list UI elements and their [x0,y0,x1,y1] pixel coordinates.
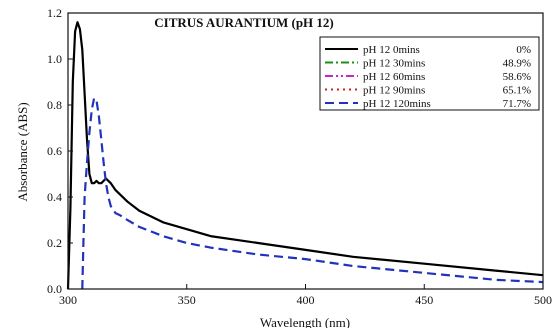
legend-box [319,36,540,111]
legend-degradation: 48.9% [503,58,531,70]
x-tick-label: 450 [415,293,433,307]
legend-degradation: 58.6% [503,71,531,83]
y-tick-label: 0.2 [47,236,62,250]
plot-area [66,21,544,290]
x-tick-label: 500 [534,293,552,307]
x-tick-label: 350 [178,293,196,307]
legend-degradation: 65.1% [503,85,531,97]
legend-series-name: pH 12 0mins [363,44,420,56]
chart-title: CITRUS AURANTIUM (pH 12) [154,15,334,30]
x-axis-label: Wavelength (nm) [260,315,350,328]
y-tick-label: 0.4 [47,190,62,204]
axes: 300 350 400 450 500 0.0 0.2 0.4 0.6 0.8 1.0 1.2 [47,6,552,307]
legend-degradation: 71.7% [503,98,531,110]
y-tick-label: 0.8 [47,98,62,112]
series-line-0 [66,21,544,290]
legend-series-name: pH 12 90mins [363,85,425,97]
y-tick-label: 0.0 [47,282,62,296]
legend-series-name: pH 12 30mins [363,58,425,70]
legend-series-name: pH 12 60mins [363,71,425,83]
y-tick-label: 1.0 [47,52,62,66]
legend-series-name: pH 12 120mins [363,98,431,110]
y-axis-label: Absorbance (ABS) [15,102,30,201]
x-tick-label: 300 [59,293,77,307]
series-line-4 [81,97,544,290]
y-tick-label: 0.6 [47,144,62,158]
legend: pH 12 0mins 0% pH 12 30mins 48.9% pH 12 60mi… [319,36,540,111]
legend-degradation: 0% [516,44,531,56]
x-tick-label: 400 [297,293,315,307]
y-tick-label: 1.2 [47,6,62,20]
